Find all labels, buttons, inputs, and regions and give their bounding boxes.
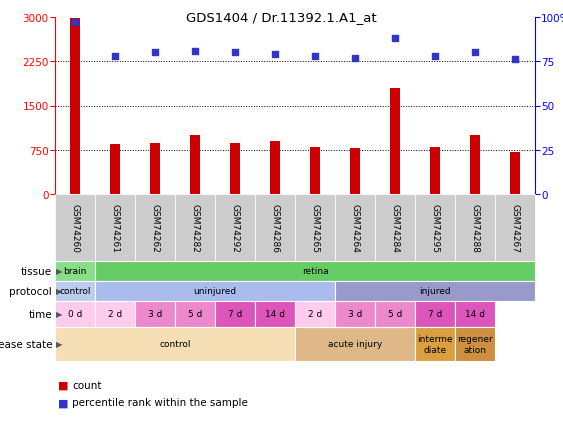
Point: [311, 53, 320, 60]
Point: [471, 50, 480, 57]
Text: percentile rank within the sample: percentile rank within the sample: [72, 398, 248, 408]
Bar: [70, 19, 80, 194]
Bar: [175, 194, 215, 261]
Text: GSM74284: GSM74284: [391, 204, 400, 252]
Text: GSM74267: GSM74267: [511, 204, 520, 253]
Text: tissue: tissue: [21, 266, 52, 276]
Bar: [495, 194, 535, 261]
Point: [190, 48, 199, 55]
Bar: [455, 194, 495, 261]
Text: 3 d: 3 d: [148, 310, 162, 319]
Text: count: count: [72, 380, 101, 390]
Text: GSM74265: GSM74265: [311, 204, 319, 253]
Bar: [95, 194, 135, 261]
Bar: [350, 148, 360, 194]
Text: acute injury: acute injury: [328, 340, 382, 349]
Text: 2 d: 2 d: [308, 310, 322, 319]
Text: ▶: ▶: [56, 340, 62, 349]
Text: GSM74292: GSM74292: [230, 204, 239, 252]
Text: protocol: protocol: [10, 286, 52, 296]
Bar: [270, 142, 280, 194]
Point: [391, 36, 400, 43]
Point: [431, 53, 440, 60]
Text: 5 d: 5 d: [388, 310, 402, 319]
Bar: [295, 194, 335, 261]
Text: GSM74264: GSM74264: [351, 204, 360, 252]
Text: interme
diate: interme diate: [417, 335, 453, 354]
Bar: [335, 194, 375, 261]
Text: control: control: [59, 287, 91, 296]
Text: ■: ■: [58, 380, 68, 390]
Bar: [390, 89, 400, 194]
Point: [70, 20, 79, 27]
Bar: [110, 145, 120, 194]
Text: ▶: ▶: [56, 310, 62, 319]
Text: GSM74286: GSM74286: [270, 204, 279, 253]
Point: [110, 53, 119, 60]
Text: 14 d: 14 d: [265, 310, 285, 319]
Text: GSM74282: GSM74282: [190, 204, 199, 252]
Text: GSM74295: GSM74295: [431, 204, 440, 253]
Text: regener
ation: regener ation: [457, 335, 493, 354]
Point: [351, 55, 360, 62]
Text: retina: retina: [302, 267, 328, 276]
Bar: [375, 194, 415, 261]
Text: GSM74261: GSM74261: [110, 204, 119, 253]
Text: 7 d: 7 d: [228, 310, 242, 319]
Bar: [430, 148, 440, 194]
Bar: [190, 136, 200, 194]
Text: brain: brain: [63, 267, 87, 276]
Text: uninjured: uninjured: [194, 287, 236, 296]
Point: [511, 57, 520, 64]
Bar: [215, 194, 255, 261]
Text: GSM74260: GSM74260: [70, 204, 79, 253]
Text: ▶: ▶: [56, 267, 62, 276]
Bar: [55, 194, 95, 261]
Text: 7 d: 7 d: [428, 310, 442, 319]
Bar: [255, 194, 295, 261]
Text: 2 d: 2 d: [108, 310, 122, 319]
Point: [150, 50, 159, 57]
Bar: [150, 143, 160, 194]
Text: injured: injured: [419, 287, 451, 296]
Point: [270, 52, 279, 59]
Bar: [230, 143, 240, 194]
Bar: [510, 152, 520, 194]
Text: GSM74288: GSM74288: [471, 204, 480, 253]
Text: control: control: [159, 340, 191, 349]
Bar: [310, 148, 320, 194]
Text: GSM74262: GSM74262: [150, 204, 159, 252]
Text: 3 d: 3 d: [348, 310, 362, 319]
Text: 5 d: 5 d: [188, 310, 202, 319]
Bar: [415, 194, 455, 261]
Text: 0 d: 0 d: [68, 310, 82, 319]
Text: time: time: [29, 309, 52, 319]
Bar: [135, 194, 175, 261]
Text: disease state: disease state: [0, 339, 52, 349]
Text: GDS1404 / Dr.11392.1.A1_at: GDS1404 / Dr.11392.1.A1_at: [186, 11, 377, 24]
Text: ▶: ▶: [56, 287, 62, 296]
Text: 14 d: 14 d: [465, 310, 485, 319]
Point: [230, 50, 239, 57]
Text: ■: ■: [58, 398, 68, 408]
Bar: [470, 136, 480, 194]
